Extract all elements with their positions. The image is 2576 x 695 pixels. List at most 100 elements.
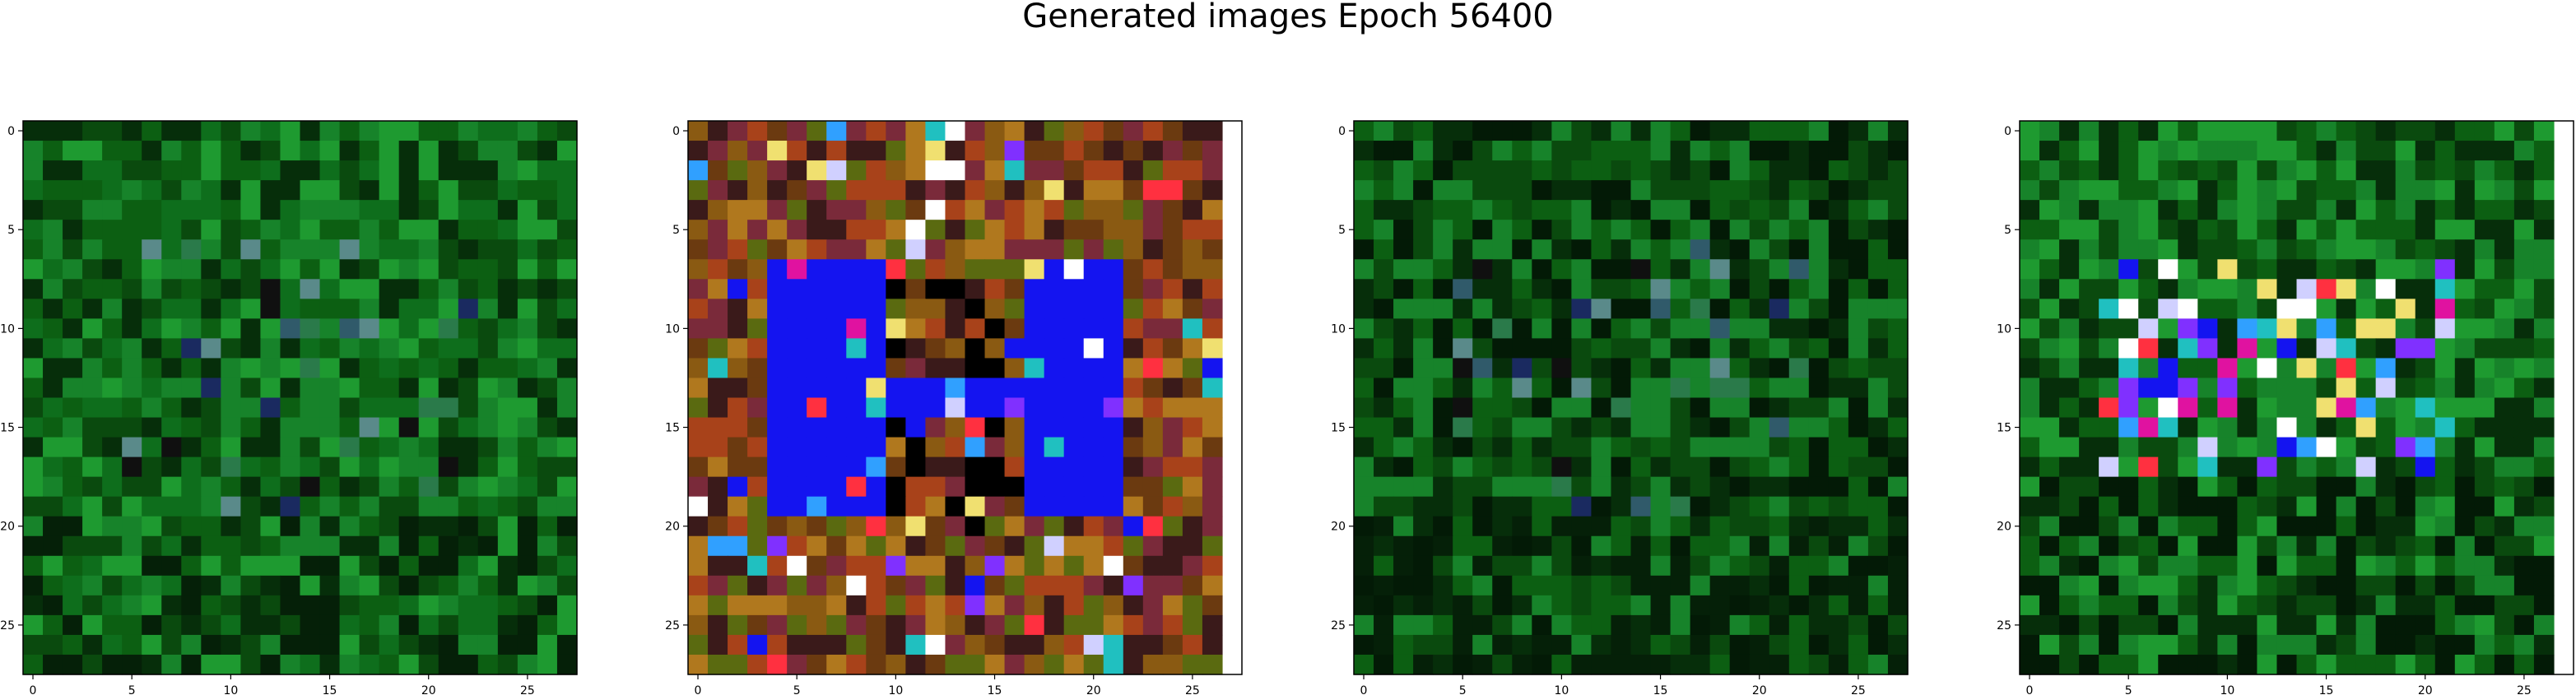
pixel-cell [23, 595, 44, 616]
pixel-cell [1887, 575, 1909, 596]
pixel-cell [826, 141, 847, 161]
pixel-cell [418, 200, 439, 220]
pixel-cell [2454, 180, 2476, 201]
pixel-cell [2237, 239, 2258, 260]
pixel-cell [2513, 220, 2535, 240]
pixel-cell [2158, 614, 2178, 636]
pixel-cell [886, 417, 906, 438]
pixel-cell [945, 496, 966, 517]
pixel-cell [787, 160, 807, 181]
pixel-cell [1808, 378, 1830, 399]
pixel-cell [1162, 535, 1183, 557]
pixel-cell [2296, 417, 2318, 438]
pixel-cell [965, 397, 986, 419]
pixel-cell [1828, 535, 1849, 557]
pixel-cell [1769, 496, 1790, 517]
pixel-cell [2395, 496, 2416, 517]
pixel-cell [537, 239, 558, 260]
pixel-cell [319, 259, 341, 280]
pixel-cell [1374, 634, 1394, 656]
pixel-cell [339, 476, 360, 498]
pixel-cell [984, 654, 1006, 675]
pixel-cell [1142, 299, 1164, 319]
pixel-cell [905, 634, 927, 656]
pixel-cell [260, 378, 281, 399]
pixel-cell [2158, 417, 2178, 438]
pixel-cell [1433, 220, 1453, 240]
pixel-cell [201, 338, 221, 359]
pixel-cell [359, 437, 380, 458]
pixel-cell [1749, 417, 1770, 438]
pixel-cell [1472, 417, 1493, 438]
pixel-cell [2415, 279, 2436, 299]
pixel-cell [2217, 555, 2238, 577]
pixel-cell [2276, 200, 2298, 220]
pixel-cell [1630, 121, 1652, 141]
pixel-cell [537, 397, 558, 419]
pixel-cell [1433, 121, 1453, 141]
pixel-cell [1004, 595, 1025, 616]
pixel-cell [1788, 141, 1810, 161]
pixel-cell [1670, 476, 1691, 498]
pixel-cell [2020, 299, 2040, 319]
pixel-cell [556, 200, 578, 220]
pixel-cell [807, 180, 827, 201]
pixel-cell [379, 239, 400, 260]
pixel-cell [1848, 259, 1869, 280]
pixel-cell [1374, 654, 1394, 675]
pixel-cell [688, 358, 709, 379]
pixel-cell [1591, 575, 1612, 596]
pixel-cell [2197, 220, 2218, 240]
pixel-cell [1709, 200, 1731, 220]
pixel-cell [477, 259, 499, 280]
pixel-cell [787, 299, 807, 319]
pixel-cell [2079, 595, 2099, 616]
pixel-cell [2533, 516, 2555, 537]
pixel-cell [2395, 456, 2416, 478]
pixel-cell [181, 239, 202, 260]
pixel-cell [1044, 595, 1065, 616]
pixel-cell [2434, 200, 2456, 220]
pixel-cell [1867, 496, 1889, 517]
x-tick-label: 5 [1459, 684, 1467, 695]
pixel-cell [43, 239, 63, 260]
pixel-cell [826, 279, 847, 299]
pixel-cell [728, 279, 748, 299]
pixel-cell [2355, 200, 2377, 220]
pixel-cell [477, 516, 499, 537]
pixel-cell [122, 160, 142, 181]
pixel-cell [201, 516, 221, 537]
pixel-cell [280, 417, 301, 438]
pixel-cell [2415, 535, 2436, 557]
pixel-cell [767, 239, 788, 260]
pixel-cell [826, 338, 847, 359]
pixel-cell [379, 378, 400, 399]
pixel-cell [2355, 496, 2377, 517]
pixel-cell [2395, 239, 2416, 260]
pixel-cell [846, 437, 867, 458]
pixel-cell [925, 141, 946, 161]
pixel-cell [1024, 614, 1045, 636]
pixel-cell [1182, 496, 1203, 517]
pixel-cell [747, 279, 768, 299]
pixel-cell [240, 417, 262, 438]
pixel-cell [1453, 141, 1473, 161]
pixel-cell [82, 180, 103, 201]
pixel-cell [728, 160, 748, 181]
pixel-cell [1591, 121, 1612, 141]
pixel-cell [2158, 634, 2178, 656]
pixel-cell [418, 378, 439, 399]
pixel-cell [181, 279, 202, 299]
pixel-cell [2079, 437, 2099, 458]
pixel-cell [2158, 259, 2178, 280]
pixel-cell [1393, 121, 1414, 141]
pixel-cell [418, 456, 439, 478]
pixel-cell [905, 160, 927, 181]
pixel-cell [846, 595, 867, 616]
pixel-cell [708, 358, 728, 379]
pixel-cell [1887, 358, 1909, 379]
pixel-cell [556, 476, 578, 498]
x-tick-label: 25 [1851, 684, 1866, 695]
pixel-cell [1690, 338, 1711, 359]
